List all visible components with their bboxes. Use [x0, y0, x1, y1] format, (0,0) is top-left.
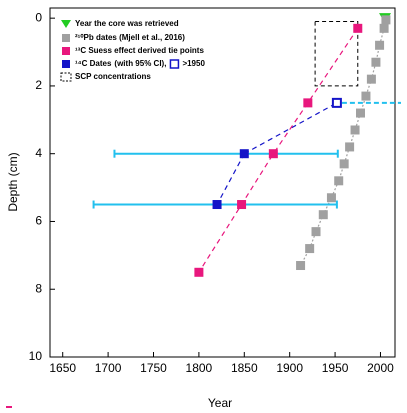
legend-label: ²¹⁰Pb dates (Mjell et al., 2016) — [75, 33, 185, 42]
y-tick-label: 10 — [29, 349, 43, 363]
legend-symbol — [62, 47, 70, 55]
y-tick-label: 2 — [35, 78, 42, 92]
marker — [353, 23, 363, 33]
x-tick-label: 1650 — [49, 361, 76, 375]
marker — [212, 200, 222, 210]
legend-label: >1950 — [182, 59, 205, 68]
x-axis-label: Year — [208, 396, 232, 410]
series-line — [198, 27, 359, 273]
legend-label: ¹⁴C Dates — [75, 59, 112, 68]
y-tick-label: 4 — [35, 146, 42, 160]
marker — [296, 261, 306, 271]
x-tick-label: 1800 — [186, 361, 213, 375]
x-tick-label: 1900 — [276, 361, 303, 375]
marker — [350, 125, 360, 135]
marker — [356, 108, 365, 118]
marker — [375, 40, 385, 50]
x-tick-label: 1750 — [140, 361, 167, 375]
x-tick-label: 1950 — [322, 361, 349, 375]
series-line — [216, 153, 245, 205]
legend-symbol — [61, 20, 71, 28]
legend-symbol — [62, 34, 70, 42]
legend-label: ¹³C Suess effect derived tie points — [75, 46, 204, 55]
marker — [194, 267, 204, 277]
legend-symbol — [169, 59, 180, 69]
y-tick-label: 8 — [35, 281, 42, 295]
x-tick-label: 1850 — [231, 361, 258, 375]
marker — [379, 23, 389, 33]
legend-symbol — [62, 60, 70, 68]
marker — [361, 91, 371, 101]
marker — [339, 159, 349, 169]
scp-box — [314, 21, 359, 87]
y-axis-label: Depth (cm) — [6, 152, 20, 211]
y-tick-label: 0 — [35, 10, 42, 24]
legend-symbol — [60, 72, 72, 82]
legend-label: (with 95% CI), — [114, 59, 166, 68]
marker — [326, 193, 336, 203]
marker — [239, 149, 249, 159]
marker — [345, 142, 355, 152]
legend-label: Year the core was retrieved — [75, 19, 179, 28]
marker — [303, 98, 313, 108]
x-tick-label: 2000 — [367, 361, 394, 375]
marker — [331, 97, 342, 108]
plot-frame — [49, 7, 396, 358]
legend-label: SCP concentrations — [75, 72, 151, 81]
marker — [237, 200, 247, 210]
x-tick-label: 1700 — [95, 361, 122, 375]
marker — [311, 227, 321, 237]
marker — [366, 74, 376, 84]
marker — [381, 15, 391, 25]
marker — [305, 244, 315, 254]
marker — [318, 210, 328, 220]
marker — [268, 149, 278, 159]
y-tick-label: 6 — [35, 214, 42, 228]
marker — [334, 176, 344, 186]
marker — [371, 57, 381, 67]
